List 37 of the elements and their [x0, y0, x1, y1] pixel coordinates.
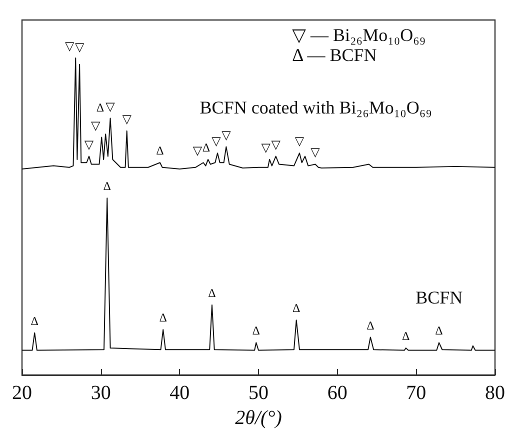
annotation: Δ: [292, 301, 300, 316]
annotation: Δ: [156, 144, 164, 158]
annotation: ▽: [271, 137, 282, 152]
annotation: ▽: [310, 145, 321, 160]
x-tick-label: 50: [248, 382, 268, 404]
x-tick-label: 40: [170, 382, 190, 404]
annotation: Δ — BCFN: [292, 45, 377, 65]
annotation: ▽: [222, 128, 232, 142]
text: ▽ — Bi₂₆Mo₁₀O₆₉: [292, 25, 426, 45]
x-tick-label: 20: [12, 382, 32, 404]
x-tick-label: 60: [327, 382, 348, 404]
annotation: ▽: [192, 144, 203, 158]
annotation: ▽: [294, 134, 305, 148]
annotation: ▽: [64, 39, 75, 54]
x-tick-label: 30: [90, 382, 111, 404]
annotation: Δ: [202, 140, 210, 154]
annotation: ▽: [106, 99, 116, 114]
annotation: ▽: [90, 118, 101, 132]
annotation: ▽: [122, 112, 132, 126]
x-tick-label: 80: [485, 382, 505, 404]
x-axis-title: 2θ/(°): [235, 407, 282, 429]
text: BCFN: [416, 287, 463, 308]
annotation: Δ: [96, 100, 104, 114]
annotation: Δ: [103, 179, 112, 194]
x-tick-label: 70: [406, 382, 426, 404]
annotation: ▽: [261, 140, 272, 154]
text: BCFN coated with Bi₂₆Mo₁₀O₆₉: [200, 98, 432, 118]
annotation: Δ: [252, 324, 260, 338]
annotation: ▽: [84, 137, 94, 152]
annotation: Δ: [435, 324, 444, 338]
annotation: ▽: [212, 134, 222, 148]
annotation: ▽: [74, 40, 85, 54]
annotation: Δ: [402, 329, 410, 344]
annotation: Δ: [208, 286, 216, 300]
annotation: Δ: [366, 318, 375, 332]
annotation: Δ: [159, 310, 168, 325]
annotation: Δ: [30, 314, 39, 328]
